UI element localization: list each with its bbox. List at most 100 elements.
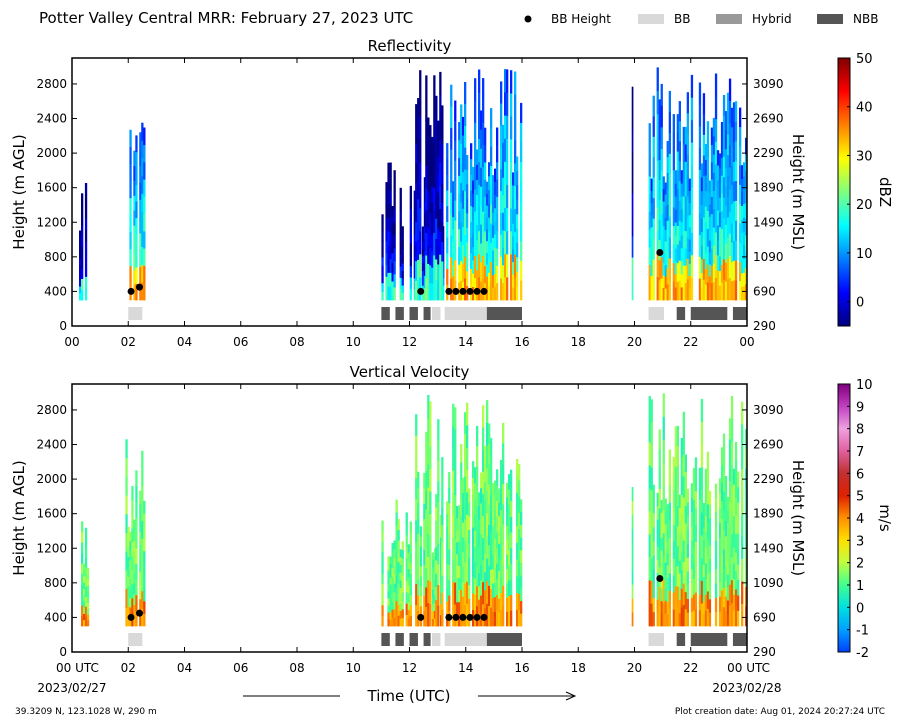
echo-cell (417, 158, 420, 180)
echo-cell (389, 217, 392, 232)
echo-cell (413, 256, 416, 268)
echo-cell (682, 248, 685, 266)
echo-cell (419, 606, 423, 617)
echo-cell (490, 108, 493, 128)
echo-cell (508, 610, 511, 627)
echo-cell (486, 205, 489, 218)
echo-cell (720, 282, 724, 301)
echo-cell (478, 254, 481, 278)
echo-cell (423, 549, 426, 566)
echo-cell (734, 121, 738, 142)
echo-cell (490, 532, 493, 552)
echo-cell (441, 575, 444, 593)
echo-cell (395, 499, 398, 513)
echo-cell (704, 515, 708, 532)
echo-cell (500, 509, 503, 527)
echo-cell (480, 224, 483, 244)
echo-cell (486, 264, 489, 277)
echo-cell (741, 424, 744, 447)
x-tick-label: 00 (739, 335, 754, 349)
panel-title: Reflectivity (368, 37, 452, 55)
echo-cell (456, 542, 459, 555)
echo-cell (391, 551, 394, 560)
echo-cell (720, 211, 724, 230)
echo-cell (732, 500, 736, 517)
echo-cell (680, 456, 683, 476)
echo-cell (446, 538, 449, 552)
echo-cell (724, 167, 728, 187)
echo-cell (381, 231, 384, 241)
echo-cell (672, 207, 675, 226)
echo-cell (704, 578, 708, 595)
echo-cell (125, 495, 128, 515)
echo-cell (506, 92, 509, 116)
echo-cell (508, 519, 511, 536)
echo-cell (425, 210, 428, 233)
echo-cell (407, 560, 410, 570)
bb-type-segment-nbb (409, 633, 418, 646)
echo-cell (520, 512, 523, 525)
y-right-tick-label: 3090 (753, 77, 784, 91)
echo-cell (672, 575, 675, 593)
echo-cell (674, 235, 677, 249)
echo-cell (734, 180, 738, 201)
echo-cell (441, 592, 444, 610)
echo-cell (734, 240, 738, 261)
echo-cell (437, 543, 440, 565)
echo-cell (415, 456, 418, 479)
echo-cell (135, 168, 138, 186)
echo-cell (668, 216, 671, 238)
echo-cell (84, 253, 88, 266)
echo-cell (486, 490, 489, 514)
echo-cell (650, 399, 653, 423)
echo-cell (427, 418, 430, 442)
echo-cell (419, 139, 422, 163)
echo-cell (684, 574, 687, 593)
echo-cell (660, 600, 663, 614)
echo-cell (446, 563, 449, 577)
echo-cell (387, 162, 390, 177)
echo-cell (139, 531, 142, 546)
echo-cell (672, 151, 675, 171)
echo-period (125, 439, 146, 627)
echo-cell (133, 165, 136, 181)
echo-cell (464, 412, 467, 434)
echo-cell (724, 506, 728, 522)
echo-cell (680, 532, 683, 552)
colorbar-tick-label: 3 (856, 534, 864, 549)
echo-cell (678, 180, 681, 201)
echo-cell (506, 511, 509, 526)
echo-cell (690, 540, 694, 555)
echo-cell (131, 528, 134, 543)
echo-cell (391, 609, 394, 619)
echo-cell (135, 532, 138, 549)
echo-cell (664, 217, 667, 230)
echo-cell (518, 496, 521, 513)
echo-cell (732, 181, 736, 202)
echo-cell (458, 246, 461, 265)
echo-cell (393, 287, 396, 301)
echo-cell (478, 559, 481, 573)
echo-cell (460, 241, 463, 262)
echo-cell (662, 416, 665, 441)
echo-cell (415, 143, 418, 164)
echo-cell (421, 233, 425, 242)
echo-cell (720, 500, 724, 520)
echo-cell (488, 217, 491, 232)
echo-cell (397, 551, 400, 563)
echo-cell (425, 142, 428, 166)
echo-cell (682, 454, 685, 477)
echo-cell (504, 207, 507, 232)
echo-cell (472, 576, 475, 594)
echo-cell (678, 160, 681, 181)
echo-cell (690, 187, 694, 211)
x-tick-label: 02 (121, 661, 136, 675)
echo-cell (391, 243, 394, 254)
echo-cell (694, 457, 698, 475)
echo-cell (441, 105, 444, 126)
echo-cell (714, 497, 718, 513)
echo-cell (389, 556, 392, 564)
echo-cell (492, 483, 495, 498)
echo-cell (482, 255, 485, 279)
echo-cell (381, 615, 384, 627)
